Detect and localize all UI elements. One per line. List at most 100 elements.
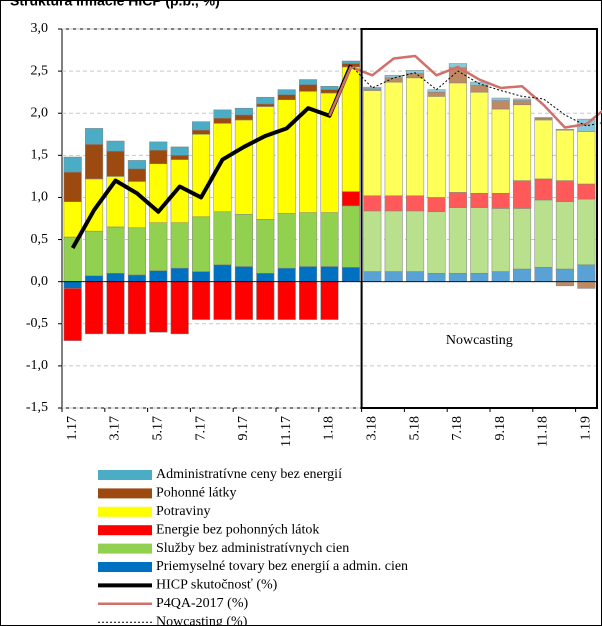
- bar-segment: [555, 128, 574, 131]
- legend-label: P4QA-2017 (%): [156, 596, 248, 611]
- y-tick-label: 2,5: [31, 63, 49, 78]
- y-tick-label: 1,0: [31, 190, 49, 205]
- bar-segment: [406, 77, 425, 197]
- legend-swatch: [98, 543, 152, 554]
- bar-segment: [470, 85, 489, 93]
- bar-segment: [341, 66, 360, 192]
- bar-segment: [320, 89, 339, 94]
- bar-segment: [427, 91, 446, 97]
- bar-segment: [427, 211, 446, 274]
- bar-segment: [384, 77, 403, 83]
- y-tick-label: 2,0: [31, 105, 49, 120]
- bar-segment: [127, 281, 146, 335]
- x-tick-label: 1.19: [579, 416, 594, 441]
- bar-segment: [149, 270, 168, 282]
- bar-segment: [213, 109, 232, 119]
- bar-segment: [534, 267, 553, 282]
- line-series: [328, 54, 602, 129]
- y-tick-label: 1,5: [31, 148, 49, 163]
- bar-segment: [363, 271, 382, 282]
- bar-segment: [277, 267, 296, 282]
- bar-segment: [363, 86, 382, 90]
- legend-label: Energie bez pohonných látok: [156, 522, 319, 537]
- bar-segment: [363, 210, 382, 272]
- bar-segment: [448, 192, 467, 208]
- bar-segment: [384, 271, 403, 282]
- bar-segment: [170, 281, 189, 335]
- bar-segment: [577, 264, 596, 282]
- legend-swatch: [98, 488, 152, 499]
- bar-segment: [320, 212, 339, 267]
- bar-segment: [299, 266, 318, 282]
- bar-segment: [192, 129, 211, 135]
- bar-segment: [106, 140, 125, 152]
- bar-segment: [192, 271, 211, 282]
- bar-segment: [277, 89, 296, 95]
- bar-segment: [363, 195, 382, 212]
- bar-segment: [234, 119, 253, 215]
- bar-segment: [384, 210, 403, 272]
- bar-segment: [213, 118, 232, 124]
- bar-segment: [170, 155, 189, 160]
- bar-segment: [63, 171, 82, 202]
- nowcast-box: [360, 28, 598, 409]
- bar-segment: [256, 106, 275, 220]
- bar-segment: [491, 192, 510, 209]
- bar-segment: [555, 281, 574, 287]
- legend-swatch: [98, 525, 152, 536]
- bar-segment: [234, 214, 253, 267]
- bar-segment: [149, 281, 168, 333]
- bar-segment: [534, 119, 553, 180]
- x-tick-label: 1.17: [65, 416, 80, 441]
- bar-segment: [534, 178, 553, 201]
- line-series: [70, 64, 353, 249]
- bar-segment: [513, 208, 532, 270]
- bar-segment: [106, 150, 125, 177]
- bar-segment: [555, 180, 574, 202]
- bar-segment: [149, 141, 168, 151]
- bar-segment: [85, 281, 104, 335]
- y-tick-label: -1,5: [26, 400, 48, 415]
- bar-segment: [256, 103, 275, 107]
- bar-segment: [106, 281, 125, 335]
- bar-segment: [470, 192, 489, 208]
- y-tick-label: 3,0: [31, 21, 49, 36]
- bar-segment: [170, 222, 189, 269]
- bar-segment: [534, 199, 553, 268]
- bar-segment: [85, 144, 104, 180]
- x-tick-label: 3.18: [365, 416, 380, 441]
- bar-segment: [470, 272, 489, 282]
- bar-segment: [277, 213, 296, 269]
- bar-segment: [63, 281, 82, 289]
- bar-segment: [170, 267, 189, 282]
- bar-segment: [513, 268, 532, 282]
- bar-segment: [127, 274, 146, 282]
- bar-segment: [577, 281, 596, 289]
- bar-segment: [256, 272, 275, 282]
- bar-segment: [149, 222, 168, 271]
- bar-segment: [491, 108, 510, 194]
- bar-segment: [277, 94, 296, 100]
- bar-segment: [192, 134, 211, 218]
- x-tick-label: 3.17: [108, 416, 123, 441]
- bar-segment: [363, 88, 382, 91]
- bar-segment: [513, 100, 532, 106]
- bar-segment: [577, 198, 596, 266]
- bar-segment: [85, 128, 104, 145]
- bar-segment: [320, 86, 339, 90]
- y-tick-label: 0,0: [31, 274, 49, 289]
- bar-segment: [106, 226, 125, 274]
- bar-segment: [513, 180, 532, 209]
- y-tick-label: 0,5: [31, 232, 49, 247]
- legend-label: Potraviny: [156, 504, 210, 519]
- bar-segment: [491, 97, 510, 101]
- bar-segment: [427, 96, 446, 198]
- bar-segment: [534, 117, 553, 119]
- bar-segment: [427, 197, 446, 213]
- bar-segment: [320, 266, 339, 282]
- chart-title: Štruktúra inflácie HICP (p.b., %): [10, 0, 220, 9]
- bar-segment: [85, 275, 104, 282]
- x-tick-label: 9.18: [493, 416, 508, 441]
- x-tick-label: 9.17: [236, 416, 251, 441]
